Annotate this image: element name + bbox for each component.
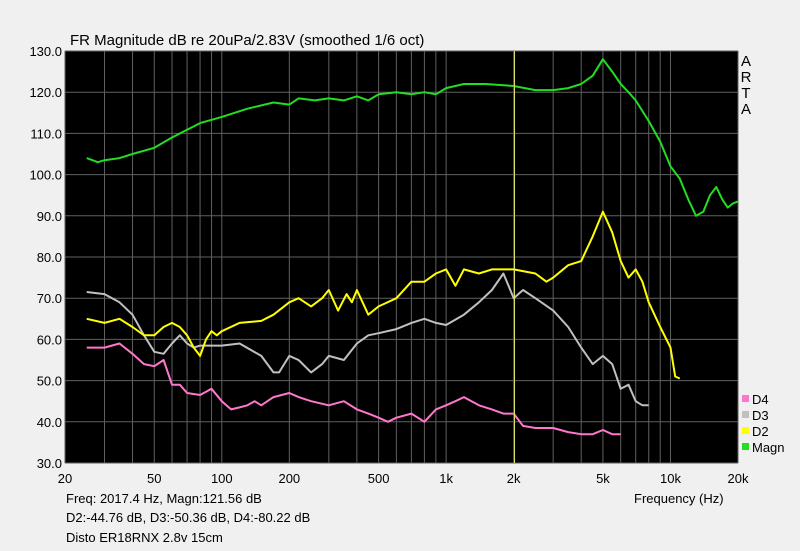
x-tick-label: 1k <box>439 471 453 486</box>
x-axis-ticks: 20 50 100 200 500 1k 2k 5k 10k 20k <box>58 471 749 486</box>
y-tick-label: 80.0 <box>37 250 62 265</box>
x-tick-label: 100 <box>211 471 233 486</box>
y-tick-label: 60.0 <box>37 332 62 347</box>
y-tick-label: 120.0 <box>29 85 62 100</box>
arta-letter: T <box>741 85 750 102</box>
x-axis-label: Frequency (Hz) <box>634 491 724 506</box>
measurement-name: Disto ER18RNX 2.8v 15cm <box>66 530 223 545</box>
x-tick-label: 200 <box>278 471 300 486</box>
series-line-d4 <box>86 342 621 436</box>
y-tick-label: 40.0 <box>37 415 62 430</box>
y-tick-label: 30.0 <box>37 456 62 471</box>
series-layer <box>86 58 739 436</box>
x-tick-label: 500 <box>368 471 390 486</box>
arta-letter: R <box>741 69 752 86</box>
arta-letter: A <box>741 53 751 70</box>
x-tick-label: 20k <box>728 471 749 486</box>
y-tick-label: 130.0 <box>29 44 62 59</box>
x-tick-label: 2k <box>507 471 521 486</box>
chart-title: FR Magnitude dB re 20uPa/2.83V (smoothed… <box>70 32 424 49</box>
x-tick-label: 50 <box>147 471 161 486</box>
series-line-magn <box>86 58 739 217</box>
legend-label: D4 <box>752 392 769 407</box>
legend-swatch <box>742 427 749 434</box>
legend-swatch <box>742 411 749 418</box>
distortion-readout: D2:-44.76 dB, D3:-50.36 dB, D4:-80.22 dB <box>66 510 311 525</box>
legend-label: D3 <box>752 408 769 423</box>
arta-letter: A <box>741 101 751 118</box>
legend-swatch <box>742 395 749 402</box>
y-tick-label: 90.0 <box>37 209 62 224</box>
x-tick-label: 5k <box>596 471 610 486</box>
y-tick-label: 110.0 <box>30 126 62 141</box>
y-tick-label: 100.0 <box>29 168 62 183</box>
y-tick-label: 50.0 <box>37 374 62 389</box>
legend-label: D2 <box>752 424 769 439</box>
series-line-d3 <box>86 272 649 407</box>
legend-label: Magn <box>752 440 785 455</box>
series-line-d2 <box>86 210 681 380</box>
x-tick-label: 10k <box>660 471 681 486</box>
cursor-readout: Freq: 2017.4 Hz, Magn:121.56 dB <box>66 491 262 506</box>
y-axis-ticks: 130.0 120.0 110.0 100.0 90.0 80.0 70.0 60.0 50.0… <box>29 44 62 471</box>
y-tick-label: 70.0 <box>37 291 62 306</box>
legend-swatch <box>742 443 749 450</box>
x-tick-label: 20 <box>58 471 72 486</box>
